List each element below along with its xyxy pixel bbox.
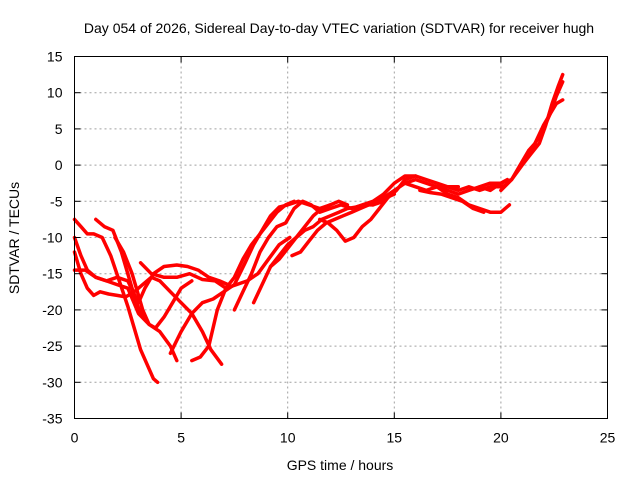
x-tick-label: 0 [71,430,79,446]
y-tick-label: -20 [42,302,62,318]
series-line-10 [232,174,418,312]
x-axis-label: GPS time / hours [287,457,394,473]
y-tick-label: 10 [47,85,63,101]
series-line-15 [371,177,512,214]
x-tick-label: 5 [177,430,185,446]
series-line-17 [418,188,486,214]
y-tick-label: -10 [42,230,62,246]
axis-ticks [74,56,608,419]
series-line-1 [72,217,160,385]
series-layer [72,72,565,385]
series-line-9 [190,199,296,363]
x-tick-label: 15 [387,430,403,446]
y-tick-label: 15 [47,49,63,65]
y-tick-label: -25 [42,338,62,354]
chart-title: Day 054 of 2026, Sidereal Day-to-day VTE… [84,20,594,36]
y-tick-label: -30 [42,374,62,390]
x-tick-label: 20 [493,430,509,446]
series-line-2 [72,235,179,363]
y-axis-label: SDTVAR / TECUs [6,182,22,294]
y-tick-label: -15 [42,266,62,282]
y-tick-label: 5 [55,121,63,137]
series-line-21 [524,80,565,160]
series-line-4 [72,250,224,366]
series-line-7 [138,235,292,290]
y-tick-label: -5 [50,193,63,209]
series-line-6 [113,235,194,330]
x-tick-labels: 0 5 10 15 20 25 [71,430,616,446]
series-line-3 [72,263,230,305]
y-tick-labels: 15 10 5 0 -5 -10 -15 -20 -25 -30 -35 [42,49,62,427]
y-tick-label: -35 [42,411,62,427]
series-line-14 [317,174,461,243]
y-tick-label: 0 [55,157,63,173]
x-tick-label: 25 [600,430,616,446]
x-tick-label: 10 [280,430,296,446]
series-line-5 [94,217,145,319]
series-line-12 [268,199,350,269]
series-line-20 [499,72,565,193]
